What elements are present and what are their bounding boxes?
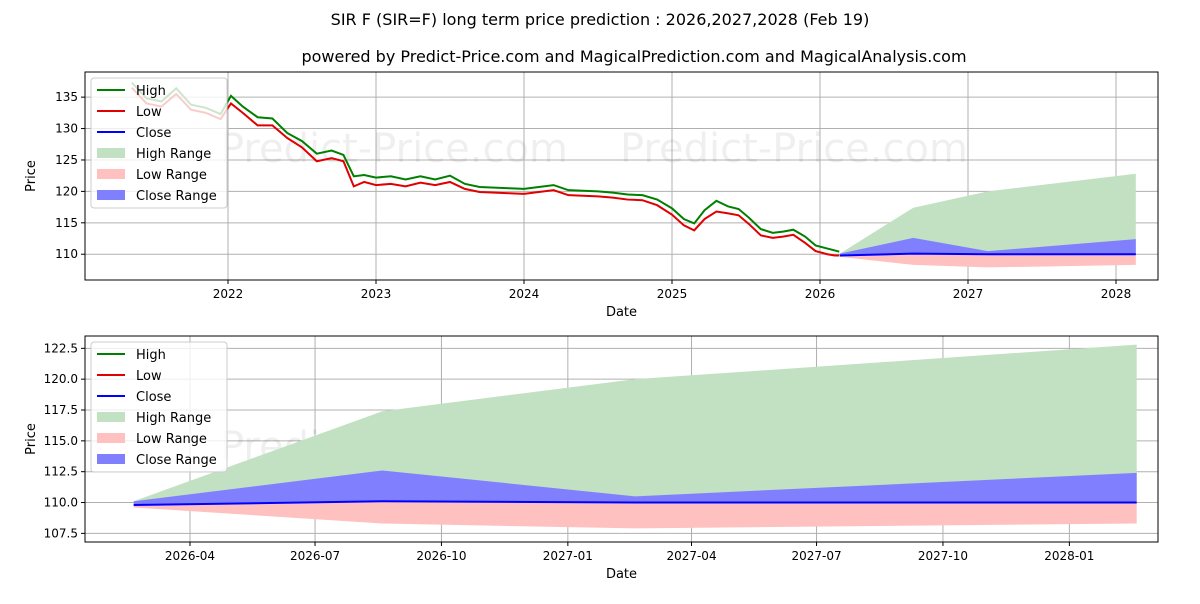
watermark: Predict-Price.com [220,126,568,172]
watermark: Predict-Price.com [620,126,968,172]
y-tick-label: 115.0 [44,434,78,448]
chart-subtitle: powered by Predict-Price.com and Magical… [301,47,966,66]
high-range-area [839,173,1136,256]
close-line [133,500,1137,506]
y-tick-label: 112.5 [44,465,78,479]
x-tick-label: 2026-04 [165,549,215,563]
legend-swatch-low-range [97,169,125,179]
plot-frame [84,71,1159,281]
legend-swatch-high-range [97,412,125,422]
legend-label: High [136,84,166,99]
y-tick-label: 135 [55,90,78,104]
x-axis-label: Date [606,305,637,320]
bottom-chart: 2026-04 2026-07 2026-10 2027-01 2027-04 2027-… [24,335,1159,582]
x-tick-label: 2026-07 [290,549,340,563]
y-tick-label: 117.5 [44,403,78,417]
high-line [131,81,840,253]
x-tick-label: 2024 [509,287,540,301]
legend-label: Close Range [136,453,217,468]
x-tick-label: 2022 [213,287,244,301]
legend-swatch-low-range [97,433,125,443]
y-axis-label: Price [24,160,39,192]
legend-label: High Range [136,411,211,426]
x-tick-label: 2028 [1101,287,1132,301]
y-tick-label: 115 [55,216,78,230]
x-tick-label: 2026-10 [416,549,466,563]
y-tick-label: 110 [55,247,78,261]
top-chart: 2022 2023 2024 2025 2026 2027 2028 110 115 120 125… [24,71,1159,320]
legend-label: Close Range [136,189,217,204]
low-range-area [133,501,1137,529]
y-tick-label: 125 [55,153,78,167]
low-range-area [839,253,1136,268]
legend-label: Low [136,105,162,120]
x-tick-label: 2027-07 [791,549,841,563]
legend-swatch-close-range [97,454,125,464]
y-tick-label: 120 [55,184,78,198]
chart-title: SIR F (SIR=F) long term price prediction… [331,10,870,29]
legend-label: High Range [136,147,211,162]
legend-swatch-close-range [97,190,125,200]
legend-label: Low [136,369,162,384]
legend-label: Low Range [136,168,207,183]
high-range-area [133,344,1137,505]
x-axis-label: Date [606,567,637,582]
legend-label: Low Range [136,432,207,447]
legend-label: Close [136,390,171,405]
x-tick-label: 2027-04 [666,549,716,563]
y-tick-label: 110.0 [44,496,78,510]
y-tick-label: 122.5 [44,341,78,355]
close-range-area [133,470,1137,505]
y-tick-label: 120.0 [44,372,78,386]
x-tick-label: 2023 [361,287,392,301]
legend-swatch-high-range [97,148,125,158]
legend-label: Close [136,126,171,141]
y-tick-label: 130 [55,122,78,136]
close-line [839,252,1136,257]
x-tick-label: 2027 [953,287,984,301]
x-tick-label: 2027-10 [918,549,968,563]
legend-label: High [136,348,166,363]
plot-frame [84,335,1159,543]
x-tick-label: 2026 [805,287,836,301]
x-tick-label: 2025 [657,287,688,301]
low-line [131,87,840,257]
x-tick-label: 2027-01 [543,549,593,563]
y-tick-label: 107.5 [44,526,78,540]
x-tick-label: 2028-01 [1044,549,1094,563]
y-axis-label: Price [24,423,39,455]
close-range-area [839,237,1136,256]
